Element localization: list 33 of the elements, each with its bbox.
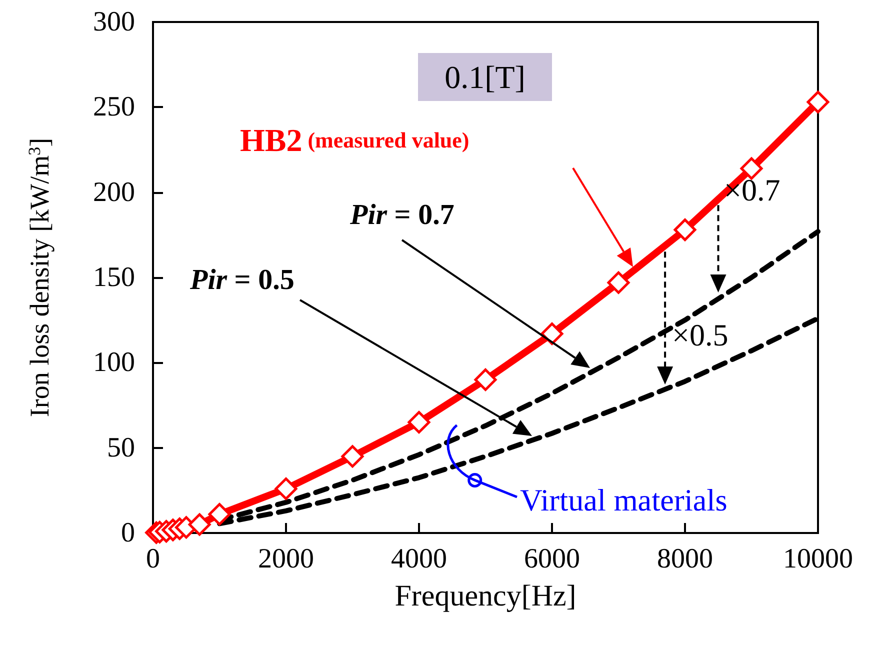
x-tick-label: 10000: [783, 544, 853, 574]
y-tick-label: 150: [93, 262, 135, 293]
point: [188, 513, 211, 536]
x-tick-label: 4000: [391, 544, 447, 574]
y-tick-label: 50: [107, 432, 135, 464]
point: [674, 218, 696, 242]
y-tick-label: 100: [93, 347, 135, 378]
y-tick-label: 0: [121, 518, 135, 548]
point: [474, 368, 497, 391]
point: [740, 157, 763, 180]
annotation: ×0.5: [672, 318, 728, 352]
y-tick-label: 300: [93, 6, 135, 38]
y-tick-label: 250: [93, 92, 135, 123]
annotation: 0.1[T]: [444, 59, 526, 95]
annotation: HB2 (measured value): [240, 122, 470, 158]
point: [274, 477, 298, 500]
point: [408, 411, 430, 434]
y-tick-label: 200: [93, 176, 135, 208]
x-tick-label: 2000: [258, 544, 314, 574]
point: [208, 503, 231, 526]
annotation: Virtual materials: [520, 482, 728, 518]
point: [806, 90, 830, 114]
y-axis-title: Iron loss density [kW/m3]: [24, 138, 54, 418]
x-axis-title: Frequency[Hz]: [394, 580, 576, 612]
x-tick-label: 6000: [524, 544, 580, 574]
annotation: ×0.7: [724, 172, 780, 208]
point: [341, 445, 364, 468]
point: [540, 322, 564, 345]
annotation: Pir = 0.5: [189, 264, 294, 296]
x-tick-label: 0: [146, 544, 160, 574]
point: [607, 271, 630, 294]
annotation: Pir = 0.7: [349, 199, 454, 231]
x-tick-label: 8000: [657, 544, 713, 574]
